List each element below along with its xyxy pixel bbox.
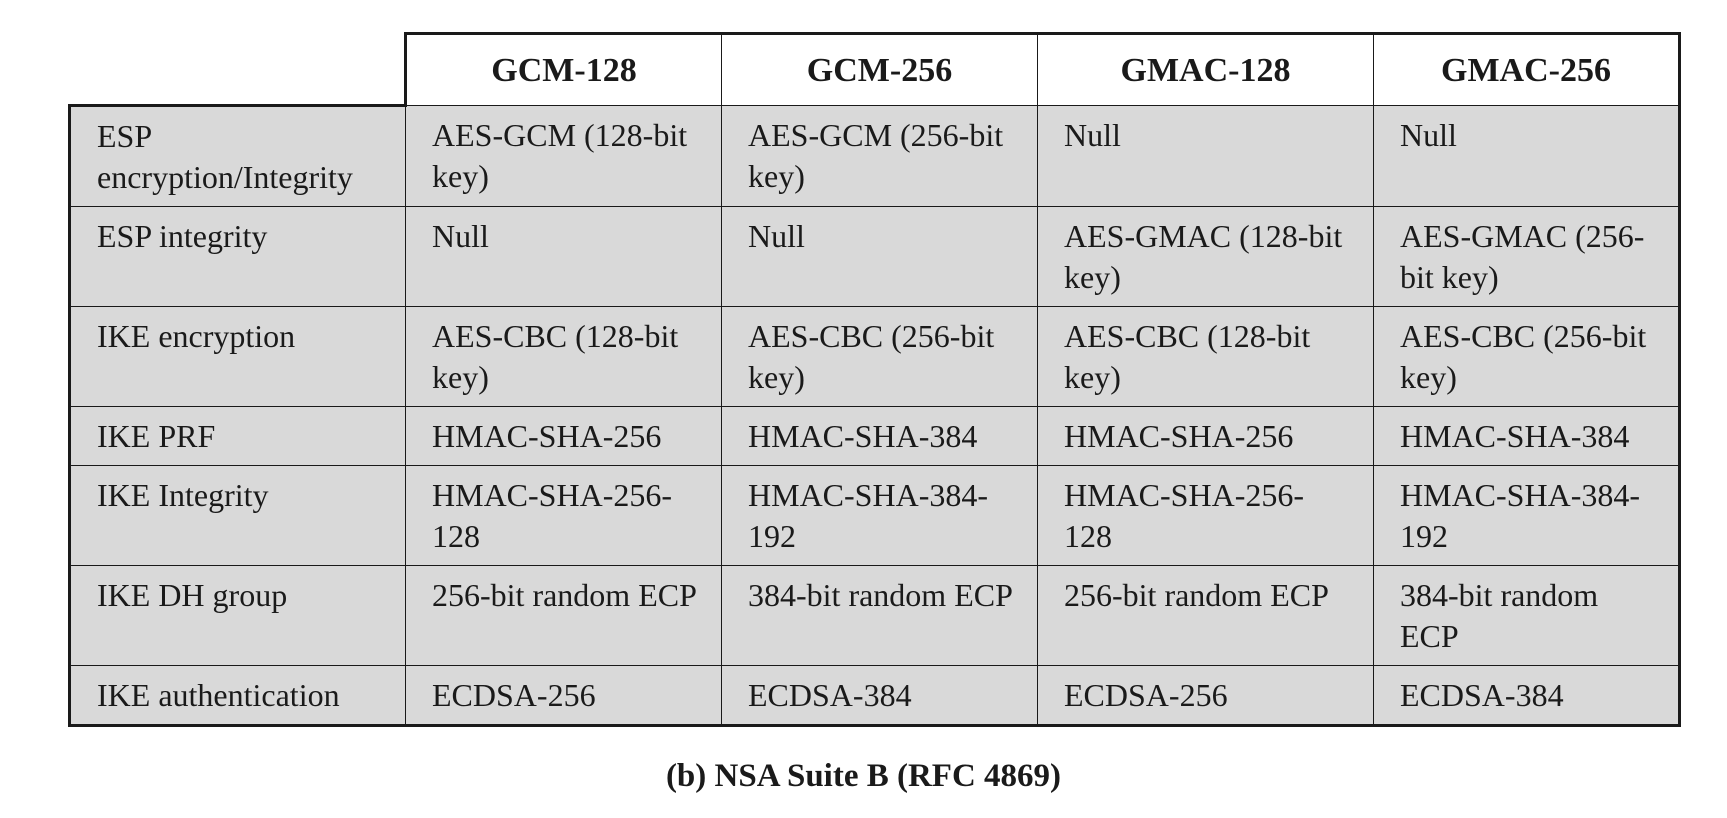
table-cell: 384-bit random ECP [721,565,1038,666]
table-cell: AES-CBC (128-bit key) [1037,306,1374,407]
header-corner [69,33,406,107]
table-cell: HMAC-SHA-256-128 [405,465,722,566]
column-header: GMAC-128 [1037,32,1374,106]
table-row: IKE PRF HMAC-SHA-256 HMAC-SHA-384 HMAC-S… [68,406,1681,466]
table-cell: ECDSA-256 [1037,665,1374,727]
nsa-suite-b-table: GCM-128 GCM-256 GMAC-128 GMAC-256 ESP en… [68,32,1681,727]
row-label: IKE authentication [68,665,406,727]
table-cell: HMAC-SHA-384-192 [721,465,1038,566]
table-cell: HMAC-SHA-384 [1373,406,1681,466]
row-label: IKE encryption [68,306,406,407]
table-cell: HMAC-SHA-384-192 [1373,465,1681,566]
table-cell: 256-bit random ECP [1037,565,1374,666]
column-header: GMAC-256 [1373,32,1681,106]
table-cell: ECDSA-384 [1373,665,1681,727]
column-header: GCM-128 [404,32,722,106]
table-cell: Null [1037,105,1374,207]
column-header: GCM-256 [721,32,1038,106]
row-label: IKE PRF [68,406,406,466]
table-cell: HMAC-SHA-256 [1037,406,1374,466]
table-cell: HMAC-SHA-256 [405,406,722,466]
table-caption: (b) NSA Suite B (RFC 4869) [665,758,1062,794]
table-cell: ECDSA-256 [405,665,722,727]
table-cell: AES-GMAC (256-bit key) [1373,206,1681,307]
row-label: ESP integrity [68,206,406,307]
table-cell: ECDSA-384 [721,665,1038,727]
suite-table-container: GCM-128 GCM-256 GMAC-128 GMAC-256 ESP en… [68,32,1681,727]
header-row: GCM-128 GCM-256 GMAC-128 GMAC-256 [69,32,1681,107]
table-cell: 384-bit random ECP [1373,565,1681,666]
table-row: ESP encryption/Integrity AES-GCM (128-bi… [68,105,1681,207]
table-cell: AES-GCM (128-bit key) [405,105,722,207]
row-label: IKE Integrity [68,465,406,566]
table-cell: 256-bit random ECP [405,565,722,666]
table-cell: Null [1373,105,1681,207]
table-cell: AES-GMAC (128-bit key) [1037,206,1374,307]
table-cell: Null [405,206,722,307]
table-row: IKE encryption AES-CBC (128-bit key) AES… [68,306,1681,407]
table-cell: HMAC-SHA-256-128 [1037,465,1374,566]
table-cell: AES-GCM (256-bit key) [721,105,1038,207]
row-label: IKE DH group [68,565,406,666]
table-row: IKE authentication ECDSA-256 ECDSA-384 E… [68,665,1681,727]
table-cell: AES-CBC (128-bit key) [405,306,722,407]
table-row: ESP integrity Null Null AES-GMAC (128-bi… [68,206,1681,307]
table-row: IKE DH group 256-bit random ECP 384-bit … [68,565,1681,666]
table-cell: Null [721,206,1038,307]
table-row: IKE Integrity HMAC-SHA-256-128 HMAC-SHA-… [68,465,1681,566]
row-label: ESP encryption/Integrity [68,105,406,207]
table-cell: AES-CBC (256-bit key) [721,306,1038,407]
table-cell: AES-CBC (256-bit key) [1373,306,1681,407]
table-cell: HMAC-SHA-384 [721,406,1038,466]
